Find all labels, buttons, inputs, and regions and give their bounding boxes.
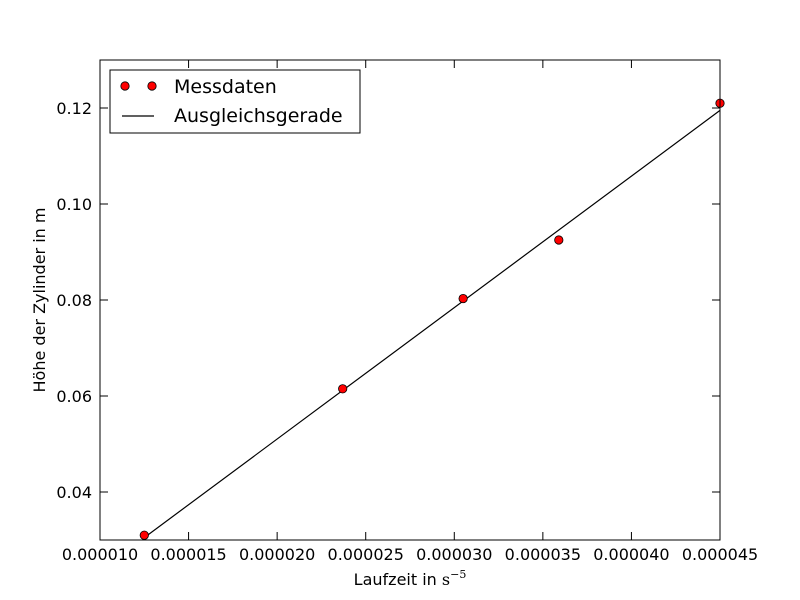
y-tick-labels: 0.04 0.06 0.08 0.10 0.12 (56, 99, 92, 502)
plot-frame (99, 59, 721, 541)
x-tick-label: 0.000010 (62, 545, 138, 564)
data-point (458, 293, 468, 304)
y-tick-label: 0.04 (56, 483, 92, 502)
legend-label-messdaten: Messdaten (174, 76, 277, 98)
legend-box (109, 69, 361, 134)
x-tick-label: 0.000035 (505, 545, 581, 564)
fit-line (143, 109, 721, 539)
y-tick-label: 0.10 (56, 195, 92, 214)
x-tick-label: 0.000015 (150, 545, 226, 564)
x-tick-label: 0.000040 (593, 545, 669, 564)
x-tick-label: 0.000020 (239, 545, 315, 564)
data-points-layer (139, 98, 725, 540)
x-tick-label: 0.000045 (682, 545, 758, 564)
y-tick-label: 0.12 (56, 99, 92, 118)
data-point (139, 530, 149, 540)
legend: Messdaten Ausgleichsgerade (109, 69, 361, 134)
data-point (554, 235, 564, 245)
legend-marker-messdaten-2 (147, 81, 157, 91)
legend-label-ausgleichsgerade: Ausgleichsgerade (174, 105, 343, 127)
y-tick-label: 0.08 (56, 291, 92, 310)
y-tick-label: 0.06 (56, 387, 92, 406)
x-tick-label: 0.000025 (328, 545, 404, 564)
y-axis-label: Höhe der Zylinder in m (30, 208, 49, 393)
x-axis-label: Laufzeit in s−5 (354, 568, 467, 589)
x-tick-labels: 0.000010 0.000015 0.000020 0.000025 0.000030… (62, 545, 758, 564)
ticks-layer (99, 60, 721, 540)
x-tick-label: 0.000030 (416, 545, 492, 564)
legend-marker-messdaten-1 (120, 81, 130, 91)
fit-line-layer (143, 109, 721, 539)
data-point (338, 384, 348, 394)
